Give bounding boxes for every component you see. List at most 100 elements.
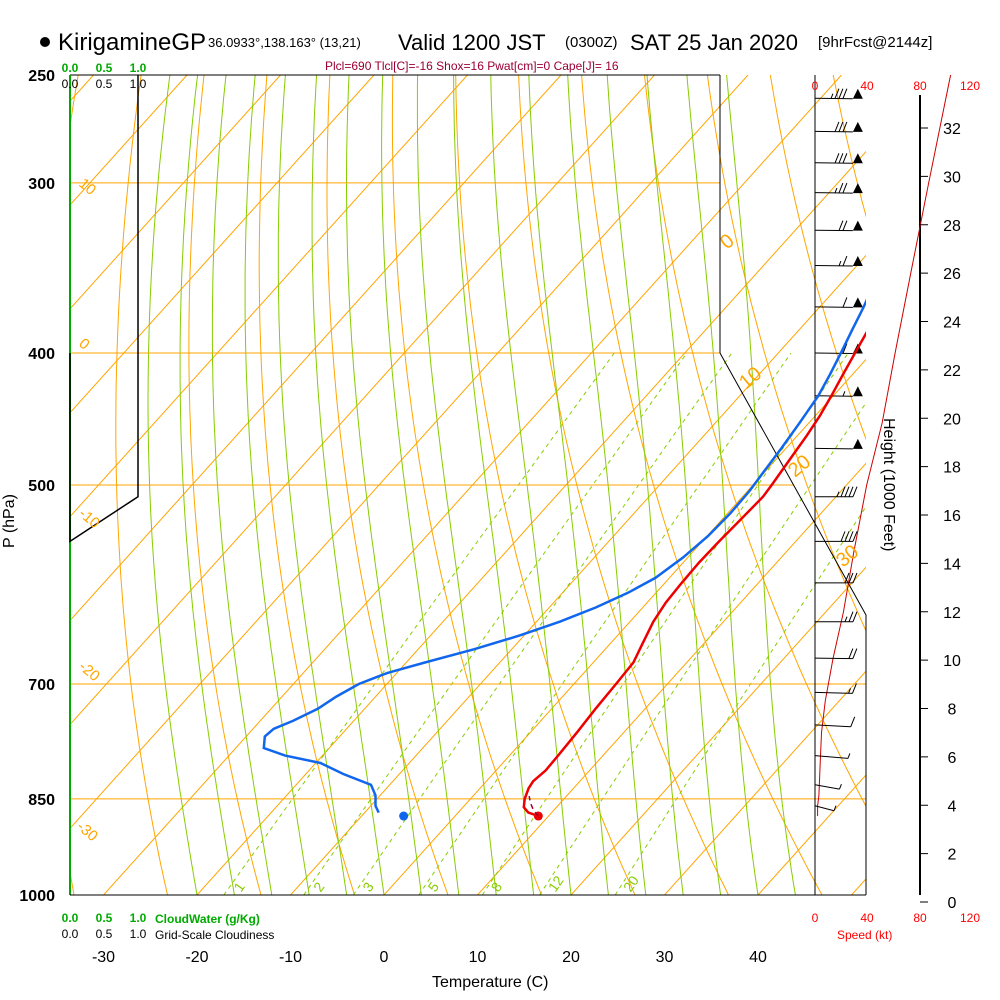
wind-barb-pennant	[852, 88, 863, 99]
moist-adiabat	[646, 75, 722, 895]
wind-barb-full	[842, 343, 848, 354]
wind-barb	[815, 486, 858, 498]
dry-adiabat	[959, 75, 1000, 895]
y-axis-label: P (hPa)	[1, 494, 18, 548]
height-tick-label: 30	[943, 169, 961, 186]
moist-adiabat	[686, 75, 759, 895]
dry-adiabat	[188, 75, 262, 895]
wind-barb	[814, 648, 858, 660]
wind-barb-full	[848, 486, 854, 497]
wind-barb-full	[840, 531, 846, 542]
wind-barb-full	[844, 572, 850, 584]
mixing-ratio-line	[418, 352, 792, 895]
height-tick-label: 2	[948, 847, 957, 864]
height-tick-label: 18	[943, 460, 961, 477]
mixing-ratio-line	[481, 352, 849, 895]
wind-barb-full	[844, 486, 850, 497]
speed-label: Speed (kt)	[837, 928, 892, 942]
valid-time: Valid 1200 JST	[398, 30, 546, 55]
wind-barb-full	[852, 486, 858, 497]
wind-barb-full	[844, 531, 850, 542]
valid-utc: (0300Z)	[565, 34, 618, 51]
isotherm	[70, 75, 281, 310]
plot-right-diagonal	[719, 352, 867, 895]
height-axis-label: Height (1000 Feet)	[880, 418, 897, 551]
pressure-tick-label: 250	[28, 68, 55, 85]
moist-adiabat	[416, 75, 497, 895]
dry-adiabat	[832, 75, 866, 218]
temperature-tick-label: 20	[562, 949, 580, 966]
wind-barb-full	[842, 220, 848, 231]
dry-adiabat-label: 0	[75, 335, 92, 353]
wind-barb	[814, 121, 863, 133]
wind-barb	[815, 531, 858, 542]
sounding-series	[262, 298, 866, 818]
wind-barb-full	[834, 153, 840, 164]
wind-barb-shaft	[814, 691, 853, 694]
wind-barb-full	[842, 153, 848, 164]
dry-adiabat	[706, 75, 866, 633]
moist-adiabat	[311, 75, 385, 895]
stability-indices: Plcl=690 Tlcl[C]=-16 Shox=16 Pwat[cm]=0 …	[325, 59, 619, 73]
speed-tick-bottom: 120	[960, 911, 980, 925]
surface-dewpoint-marker	[399, 811, 409, 821]
cloudwater-scale-top: 1.0	[130, 61, 147, 75]
moist-adiabat	[567, 75, 647, 895]
isotherm	[477, 462, 866, 895]
dry-adiabat	[326, 75, 449, 895]
dry-adiabat	[0, 75, 15, 895]
parcel-line	[528, 795, 539, 817]
wind-barb	[814, 716, 856, 728]
wind-barb	[814, 88, 863, 100]
station-coords: 36.0933°,138.163° (13,21)	[208, 35, 361, 50]
height-tick-label: 28	[943, 218, 961, 235]
cloudiness-scale-bottom: 0.5	[96, 927, 113, 941]
height-tick-label: 8	[948, 702, 957, 719]
wind-barb-pennant	[852, 153, 863, 164]
height-tick-label: 20	[943, 411, 961, 428]
moist-adiabat-label: 30	[832, 541, 863, 572]
wind-barb-shaft	[814, 784, 840, 790]
dry-adiabat	[896, 75, 1000, 895]
cloudiness-label: Grid-Scale Cloudiness	[155, 928, 274, 942]
wind-barb-full	[848, 611, 854, 622]
cloudiness-scale-top: 0.0	[62, 77, 79, 91]
wind-barb	[814, 386, 863, 397]
wind-barb	[814, 153, 863, 164]
cloudiness-scale-top: 0.5	[96, 77, 113, 91]
wind-barb-full	[842, 297, 848, 308]
isotherm	[664, 670, 866, 895]
speed-tick-bottom: 0	[812, 911, 819, 925]
moist-adiabat	[528, 75, 609, 895]
wind-barb-full	[838, 182, 844, 194]
moist-adiabat	[346, 75, 422, 895]
wind-speed-profile	[817, 74, 952, 816]
wind-barb-shaft	[814, 755, 848, 759]
wind-barb	[815, 572, 858, 584]
moist-adiabat	[381, 75, 460, 895]
cloudiness-scale-top: 1.0	[130, 77, 147, 91]
wind-barb-full	[852, 572, 858, 584]
wind-speed-line	[817, 74, 952, 816]
wind-barb	[814, 438, 863, 450]
mixing-ratio-lines	[223, 352, 866, 895]
wind-barb-full	[840, 486, 846, 497]
wind-barb-full	[851, 683, 857, 694]
wind-barb-half	[847, 753, 851, 759]
moist-adiabat	[726, 75, 796, 895]
pressure-tick-label: 500	[28, 478, 55, 495]
wind-barb-pennant	[852, 438, 863, 449]
pressure-tick-label: 300	[28, 176, 55, 193]
temperature-tick-label: -20	[185, 949, 208, 966]
height-tick-label: 10	[943, 653, 961, 670]
dry-adiabat	[581, 75, 823, 895]
moist-adiabat	[606, 75, 684, 895]
speed-tick-top: 120	[960, 79, 980, 93]
moist-adiabat	[453, 75, 535, 895]
moist-adiabat	[490, 75, 572, 895]
isotherm	[70, 75, 375, 414]
height-tick-label: 4	[948, 798, 957, 815]
wind-barb-half	[842, 391, 846, 397]
mixing-ratio-label: 1	[230, 879, 248, 895]
